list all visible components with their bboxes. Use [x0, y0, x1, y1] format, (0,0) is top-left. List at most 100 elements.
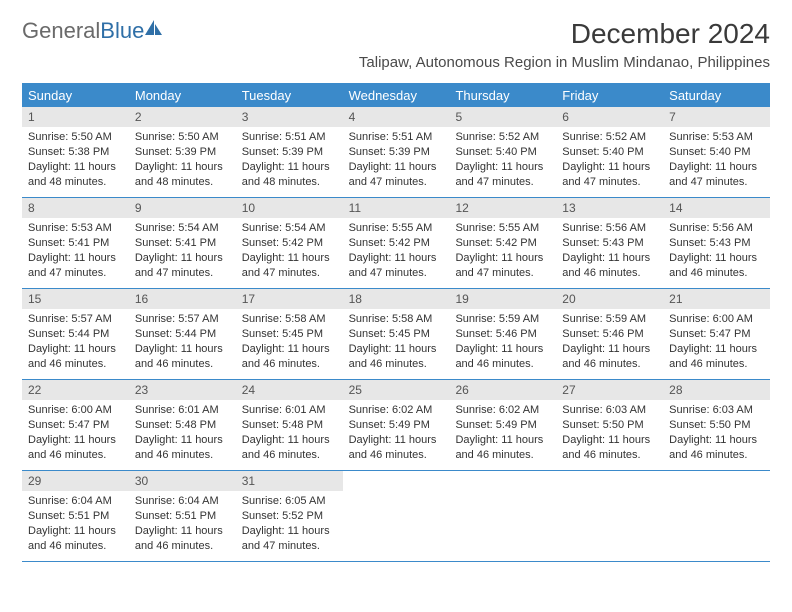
day-sunset: Sunset: 5:39 PM — [242, 145, 337, 160]
day-cell: 10Sunrise: 5:54 AMSunset: 5:42 PMDayligh… — [236, 198, 343, 288]
day-sunrise: Sunrise: 6:04 AM — [28, 494, 123, 509]
day-daylight2: and 46 minutes. — [242, 357, 337, 372]
day-daylight1: Daylight: 11 hours — [28, 160, 123, 175]
day-number: 31 — [236, 471, 343, 491]
day-daylight1: Daylight: 11 hours — [562, 251, 657, 266]
day-sunrise: Sunrise: 5:54 AM — [242, 221, 337, 236]
day-sunrise: Sunrise: 6:00 AM — [669, 312, 764, 327]
day-sunrise: Sunrise: 5:58 AM — [349, 312, 444, 327]
day-sunset: Sunset: 5:49 PM — [349, 418, 444, 433]
day-daylight2: and 46 minutes. — [28, 448, 123, 463]
day-daylight2: and 46 minutes. — [562, 357, 657, 372]
day-body: Sunrise: 6:02 AMSunset: 5:49 PMDaylight:… — [343, 400, 450, 468]
day-daylight1: Daylight: 11 hours — [669, 342, 764, 357]
day-number: 18 — [343, 289, 450, 309]
day-daylight2: and 47 minutes. — [455, 266, 550, 281]
day-body: Sunrise: 5:54 AMSunset: 5:42 PMDaylight:… — [236, 218, 343, 286]
day-daylight2: and 47 minutes. — [28, 266, 123, 281]
day-number: 11 — [343, 198, 450, 218]
day-cell: 16Sunrise: 5:57 AMSunset: 5:44 PMDayligh… — [129, 289, 236, 379]
day-cell: 22Sunrise: 6:00 AMSunset: 5:47 PMDayligh… — [22, 380, 129, 470]
day-body: Sunrise: 6:00 AMSunset: 5:47 PMDaylight:… — [22, 400, 129, 468]
day-body: Sunrise: 6:02 AMSunset: 5:49 PMDaylight:… — [449, 400, 556, 468]
day-body: Sunrise: 5:58 AMSunset: 5:45 PMDaylight:… — [236, 309, 343, 377]
day-cell: 20Sunrise: 5:59 AMSunset: 5:46 PMDayligh… — [556, 289, 663, 379]
day-sunset: Sunset: 5:41 PM — [28, 236, 123, 251]
day-daylight2: and 46 minutes. — [242, 448, 337, 463]
day-body: Sunrise: 5:50 AMSunset: 5:38 PMDaylight:… — [22, 127, 129, 195]
day-sunset: Sunset: 5:42 PM — [455, 236, 550, 251]
calendar: Sunday Monday Tuesday Wednesday Thursday… — [22, 83, 770, 562]
day-cell: 14Sunrise: 5:56 AMSunset: 5:43 PMDayligh… — [663, 198, 770, 288]
day-body: Sunrise: 6:05 AMSunset: 5:52 PMDaylight:… — [236, 491, 343, 559]
day-cell: 2Sunrise: 5:50 AMSunset: 5:39 PMDaylight… — [129, 107, 236, 197]
day-body: Sunrise: 6:03 AMSunset: 5:50 PMDaylight:… — [663, 400, 770, 468]
day-cell: 29Sunrise: 6:04 AMSunset: 5:51 PMDayligh… — [22, 471, 129, 561]
day-sunrise: Sunrise: 6:02 AM — [455, 403, 550, 418]
day-daylight2: and 46 minutes. — [562, 448, 657, 463]
day-sunset: Sunset: 5:41 PM — [135, 236, 230, 251]
day-body: Sunrise: 6:00 AMSunset: 5:47 PMDaylight:… — [663, 309, 770, 377]
day-cell: 24Sunrise: 6:01 AMSunset: 5:48 PMDayligh… — [236, 380, 343, 470]
logo: GeneralBlue — [22, 18, 164, 43]
day-daylight2: and 47 minutes. — [242, 539, 337, 554]
day-daylight1: Daylight: 11 hours — [349, 433, 444, 448]
day-sunset: Sunset: 5:51 PM — [135, 509, 230, 524]
day-sunrise: Sunrise: 5:51 AM — [349, 130, 444, 145]
location-subtitle: Talipaw, Autonomous Region in Muslim Min… — [359, 54, 770, 71]
day-body: Sunrise: 5:52 AMSunset: 5:40 PMDaylight:… — [556, 127, 663, 195]
day-daylight2: and 48 minutes. — [242, 175, 337, 190]
day-body: Sunrise: 5:56 AMSunset: 5:43 PMDaylight:… — [556, 218, 663, 286]
day-number: 30 — [129, 471, 236, 491]
day-sunset: Sunset: 5:42 PM — [242, 236, 337, 251]
title-block: December 2024 Talipaw, Autonomous Region… — [359, 18, 770, 71]
day-body: Sunrise: 5:57 AMSunset: 5:44 PMDaylight:… — [129, 309, 236, 377]
page-header: GeneralBlue December 2024 Talipaw, Auton… — [22, 18, 770, 71]
day-body: Sunrise: 5:59 AMSunset: 5:46 PMDaylight:… — [556, 309, 663, 377]
day-daylight2: and 46 minutes. — [669, 357, 764, 372]
day-daylight2: and 46 minutes. — [28, 539, 123, 554]
day-cell: 13Sunrise: 5:56 AMSunset: 5:43 PMDayligh… — [556, 198, 663, 288]
day-number: 4 — [343, 107, 450, 127]
day-body: Sunrise: 5:57 AMSunset: 5:44 PMDaylight:… — [22, 309, 129, 377]
day-number: 25 — [343, 380, 450, 400]
day-number: 29 — [22, 471, 129, 491]
day-daylight2: and 47 minutes. — [669, 175, 764, 190]
day-sunset: Sunset: 5:47 PM — [28, 418, 123, 433]
day-sunrise: Sunrise: 5:53 AM — [28, 221, 123, 236]
day-cell — [449, 471, 556, 561]
day-cell: 5Sunrise: 5:52 AMSunset: 5:40 PMDaylight… — [449, 107, 556, 197]
day-body: Sunrise: 5:59 AMSunset: 5:46 PMDaylight:… — [449, 309, 556, 377]
week-row: 8Sunrise: 5:53 AMSunset: 5:41 PMDaylight… — [22, 198, 770, 289]
day-daylight2: and 48 minutes. — [135, 175, 230, 190]
day-daylight1: Daylight: 11 hours — [28, 342, 123, 357]
day-daylight1: Daylight: 11 hours — [349, 160, 444, 175]
day-number: 6 — [556, 107, 663, 127]
day-daylight1: Daylight: 11 hours — [242, 342, 337, 357]
day-daylight1: Daylight: 11 hours — [562, 160, 657, 175]
day-sunrise: Sunrise: 5:56 AM — [669, 221, 764, 236]
day-body: Sunrise: 5:53 AMSunset: 5:40 PMDaylight:… — [663, 127, 770, 195]
day-number: 27 — [556, 380, 663, 400]
day-daylight2: and 46 minutes. — [455, 357, 550, 372]
day-sunrise: Sunrise: 6:01 AM — [242, 403, 337, 418]
day-daylight1: Daylight: 11 hours — [242, 524, 337, 539]
day-daylight1: Daylight: 11 hours — [349, 342, 444, 357]
day-sunrise: Sunrise: 5:56 AM — [562, 221, 657, 236]
day-sunrise: Sunrise: 6:04 AM — [135, 494, 230, 509]
day-cell: 30Sunrise: 6:04 AMSunset: 5:51 PMDayligh… — [129, 471, 236, 561]
day-cell — [663, 471, 770, 561]
day-body: Sunrise: 5:55 AMSunset: 5:42 PMDaylight:… — [343, 218, 450, 286]
day-cell: 25Sunrise: 6:02 AMSunset: 5:49 PMDayligh… — [343, 380, 450, 470]
day-number: 19 — [449, 289, 556, 309]
day-daylight2: and 46 minutes. — [669, 266, 764, 281]
day-cell — [556, 471, 663, 561]
day-daylight2: and 46 minutes. — [669, 448, 764, 463]
day-cell: 18Sunrise: 5:58 AMSunset: 5:45 PMDayligh… — [343, 289, 450, 379]
day-daylight1: Daylight: 11 hours — [242, 433, 337, 448]
day-number: 16 — [129, 289, 236, 309]
day-sunrise: Sunrise: 5:52 AM — [562, 130, 657, 145]
day-daylight1: Daylight: 11 hours — [135, 433, 230, 448]
day-sunset: Sunset: 5:43 PM — [669, 236, 764, 251]
day-number: 7 — [663, 107, 770, 127]
